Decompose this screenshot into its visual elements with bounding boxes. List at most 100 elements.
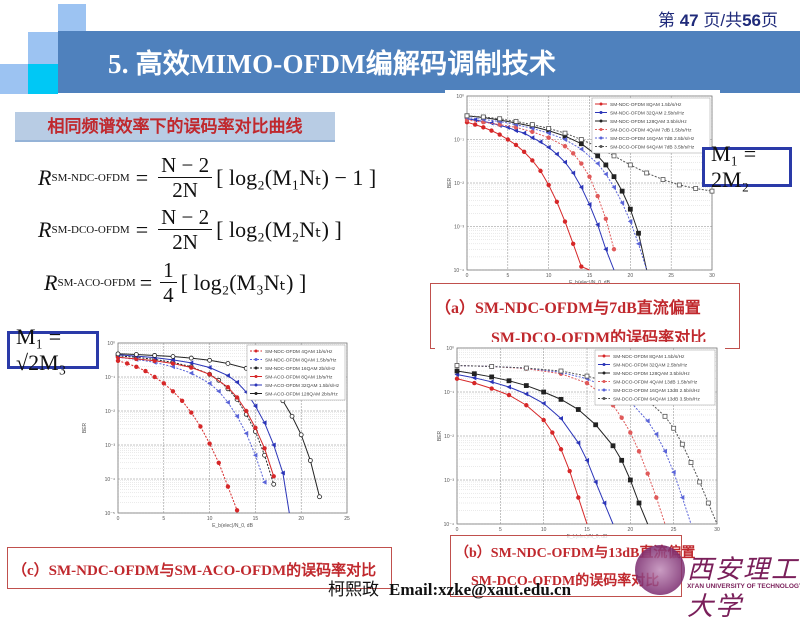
chart-b: 10⁻⁴10⁻³10⁻²10⁻¹10⁰051015202530E_b(elec)… — [435, 342, 725, 542]
chart-c: 10⁻⁵ 10⁻⁴ 10⁻³ 10⁻² 10⁻¹ 10⁰ 0 5 10 15 20 25 E_b(ele… — [80, 335, 355, 535]
svg-text:SM-NDC-OFDM 128QAM 3.5b/s/Hz: SM-NDC-OFDM 128QAM 3.5b/s/Hz — [613, 371, 690, 377]
svg-text:SM-ACO-OFDM 128QAM 2b/s/Hz: SM-ACO-OFDM 128QAM 2b/s/Hz — [265, 391, 338, 397]
svg-text:BER: BER — [437, 430, 443, 441]
formula-dco: R SM-DCO-OFDM = N − 2 2N [ log₂(M₂Nₜ) ] — [38, 205, 342, 254]
svg-text:SM-NDC-OFDM 8QAM 1.5b/s/Hz: SM-NDC-OFDM 8QAM 1.5b/s/Hz — [265, 357, 337, 363]
page-current: 47 — [679, 11, 699, 30]
svg-text:SM-NDC-OFDM 8QAM 1.5b/s/Hz: SM-NDC-OFDM 8QAM 1.5b/s/Hz — [610, 102, 682, 108]
caption-c: （c）SM-NDC-OFDM与SM-ACO-OFDM的误码率对比 — [7, 547, 392, 589]
svg-text:10⁻²: 10⁻² — [444, 434, 454, 440]
caption-line: （c）SM-NDC-OFDM与SM-ACO-OFDM的误码率对比 — [12, 563, 377, 579]
page-total: 56 — [742, 11, 761, 30]
chart-a: 10⁻⁴10⁻³10⁻²10⁻¹10⁰051015202530E_b(elec)… — [445, 90, 720, 290]
svg-text:20: 20 — [628, 527, 634, 533]
logo-english-name: XI'AN UNIVERSITY OF TECHNOLOGY — [687, 583, 800, 590]
page-mid: 页/共 — [703, 11, 743, 30]
caption-line: SM-DCO-OFDM的误码率对比 — [471, 574, 660, 589]
svg-text:15: 15 — [253, 516, 259, 522]
deco-square — [58, 4, 86, 32]
frac-num: N − 2 — [158, 153, 213, 178]
svg-text:10: 10 — [546, 273, 552, 279]
svg-text:5: 5 — [506, 273, 509, 279]
chart-b-plot: 10⁻⁴10⁻³10⁻²10⁻¹10⁰051015202530E_b(elec)… — [437, 346, 720, 540]
formula-lhs: R — [38, 216, 52, 242]
svg-text:SM-DCO-OFDM 64QAM 7dB 3.5b/s/H: SM-DCO-OFDM 64QAM 7dB 3.5b/s/Hz — [610, 144, 695, 150]
svg-text:15: 15 — [587, 273, 593, 279]
frac-den: 2N — [172, 230, 198, 254]
svg-text:10: 10 — [541, 527, 547, 533]
university-seal-icon — [635, 545, 685, 595]
frac-num: N − 2 — [158, 205, 213, 230]
deco-square — [28, 64, 58, 94]
svg-text:SM-DCO-OFDM 64QAM 13dB 3.5b/s/: SM-DCO-OFDM 64QAM 13dB 3.5b/s/Hz — [613, 396, 700, 402]
svg-text:SM-NDC-OFDM 8QAM 1.5b/s/Hz: SM-NDC-OFDM 8QAM 1.5b/s/Hz — [613, 354, 685, 360]
svg-text:0: 0 — [456, 527, 459, 533]
relation-box-a: M₁ = 2M₂ — [702, 141, 792, 192]
deco-square — [0, 64, 28, 94]
chart-c-plot: 10⁻⁵ 10⁻⁴ 10⁻³ 10⁻² 10⁻¹ 10⁰ 0 5 10 15 20 25 E_b(ele… — [82, 341, 350, 529]
svg-text:SM-DCO-OFDM 4QAM 13dB 1.5b/s/H: SM-DCO-OFDM 4QAM 13dB 1.5b/s/Hz — [613, 379, 698, 385]
page-prefix: 第 — [657, 11, 675, 30]
svg-text:10⁰: 10⁰ — [456, 94, 464, 100]
svg-text:15: 15 — [584, 527, 590, 533]
relation-text: M₁ = √2M₃ — [16, 324, 67, 375]
footer: 柯熙政 Email:xzke@xaut.edu.cn — [328, 575, 571, 600]
fraction: N − 2 2N — [158, 153, 213, 202]
relation-text: M₁ = 2M₂ — [711, 141, 757, 192]
caption-line: （a）SM-NDC-OFDM与7dB直流偏置 — [435, 300, 701, 317]
svg-text:10⁻⁴: 10⁻⁴ — [454, 268, 464, 274]
svg-text:10⁻¹: 10⁻¹ — [454, 138, 464, 144]
formula-sub: SM-NDC-OFDM — [51, 171, 130, 184]
svg-text:20: 20 — [298, 516, 304, 522]
page-indicator: 第 47 页/共56页 — [658, 6, 778, 31]
svg-text:5: 5 — [499, 527, 502, 533]
frac-den: 2N — [172, 178, 198, 202]
svg-text:25: 25 — [671, 527, 677, 533]
chart-a-plot: 10⁻⁴10⁻³10⁻²10⁻¹10⁰051015202530E_b(elec)… — [447, 94, 715, 286]
section-subtitle: 相同频谱效率下的误码率对比曲线 — [15, 112, 335, 142]
caption-a: （a）SM-NDC-OFDM与7dB直流偏置 SM-DCO-OFDM的误码率对比 — [430, 283, 740, 349]
svg-text:SM-NDC-OFDM 32QAM 2.5b/s/Hz: SM-NDC-OFDM 32QAM 2.5b/s/Hz — [613, 362, 688, 368]
svg-text:SM-NDC-OFDM 16QAM 2b/s/Hz: SM-NDC-OFDM 16QAM 2b/s/Hz — [265, 366, 336, 372]
svg-text:25: 25 — [344, 516, 350, 522]
svg-text:10⁻²: 10⁻² — [105, 409, 115, 415]
formula-body: [ log₂(M₃Nₜ) ] — [180, 269, 307, 295]
svg-text:10⁰: 10⁰ — [107, 341, 115, 347]
svg-text:10⁰: 10⁰ — [446, 346, 454, 352]
formula-body: [ log₂(M₁Nₜ) − 1 ] — [216, 164, 377, 190]
formula-sub: SM-DCO-OFDM — [51, 223, 130, 236]
svg-text:5: 5 — [162, 516, 165, 522]
svg-text:0: 0 — [117, 516, 120, 522]
svg-text:10⁻²: 10⁻² — [454, 181, 464, 187]
svg-text:20: 20 — [628, 273, 634, 279]
svg-text:SM-ACO-OFDM 8QAM 1b/s/Hz: SM-ACO-OFDM 8QAM 1b/s/Hz — [265, 374, 333, 380]
svg-text:SM-DCO-OFDM 16QAM 13dB 2.5b/s/: SM-DCO-OFDM 16QAM 13dB 2.5b/s/Hz — [613, 388, 700, 394]
svg-text:30: 30 — [714, 527, 720, 533]
svg-text:30: 30 — [709, 273, 715, 279]
page-suffix: 页 — [761, 11, 778, 30]
svg-text:10⁻³: 10⁻³ — [454, 225, 464, 231]
author-email: Email:xzke@xaut.edu.cn — [389, 580, 572, 599]
svg-text:10: 10 — [207, 516, 213, 522]
fraction: N − 2 2N — [158, 205, 213, 254]
svg-text:BER: BER — [447, 177, 453, 188]
title-bar — [58, 31, 800, 93]
author-name: 柯熙政 — [328, 580, 379, 599]
formula-lhs: R — [38, 164, 52, 190]
svg-text:E_b(elec)/N_0, dB: E_b(elec)/N_0, dB — [212, 523, 254, 529]
deco-square — [28, 32, 58, 64]
formula-body: [ log₂(M₂Nₜ) ] — [216, 216, 342, 242]
formula-sub: SM-ACO-OFDM — [57, 276, 136, 289]
svg-text:SM-NDC-OFDM 4QAM 1b/s/Hz: SM-NDC-OFDM 4QAM 1b/s/Hz — [265, 349, 333, 355]
svg-text:10⁻⁵: 10⁻⁵ — [105, 511, 115, 517]
slide-title: 5. 高效MIMO-OFDM编解码调制技术 — [108, 49, 557, 79]
svg-text:10⁻⁴: 10⁻⁴ — [105, 477, 115, 483]
formula-ndc: R SM-NDC-OFDM = N − 2 2N [ log₂(M₁Nₜ) − 1 … — [38, 153, 377, 202]
svg-text:SM-ACO-OFDM 32QAM 1.5b/s/Hz: SM-ACO-OFDM 32QAM 1.5b/s/Hz — [265, 383, 340, 389]
svg-text:10⁻³: 10⁻³ — [105, 443, 115, 449]
formula-lhs: R — [44, 269, 58, 295]
svg-text:BER: BER — [82, 422, 88, 433]
svg-text:10⁻³: 10⁻³ — [444, 478, 454, 484]
